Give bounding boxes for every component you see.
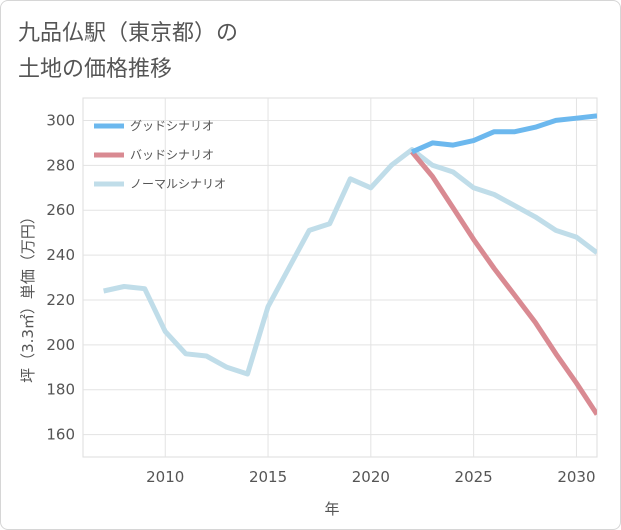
title-line-1: 九品仏駅（東京都）の (18, 21, 239, 46)
x-axis-label: 年 (324, 500, 339, 518)
legend-label: ノーマルシナリオ (130, 177, 226, 191)
title-line-2: 土地の価格推移 (18, 57, 173, 82)
y-tick-label: 260 (46, 201, 75, 219)
y-tick-label: 160 (46, 426, 75, 444)
series-line-good (410, 113, 597, 155)
y-tick-label: 180 (46, 381, 75, 399)
series-lines (103, 113, 597, 416)
y-tick-label: 200 (46, 336, 75, 354)
grid (82, 97, 598, 458)
series-line-bad (410, 150, 597, 416)
legend-label: バッドシナリオ (130, 148, 214, 162)
y-tick-label: 220 (46, 291, 75, 309)
y-tick-label: 240 (46, 246, 75, 264)
x-tick-label: 2030 (557, 468, 595, 486)
x-tick-label: 2020 (352, 468, 390, 486)
x-tick-label: 2015 (249, 468, 287, 486)
y-tick-label: 280 (46, 156, 75, 174)
x-axis-ticks: 2010 2015 2020 2025 2030 (146, 468, 595, 486)
chart-title: 九品仏駅（東京都）の 土地の価格推移 (18, 16, 238, 88)
series-line-normal (103, 147, 597, 377)
y-axis-label: 坪（3.3㎡）単価（万円） (19, 209, 37, 383)
y-tick-label: 300 (46, 111, 75, 129)
y-axis-ticks: 160 180 200 220 240 260 280 300 (46, 111, 75, 443)
legend-label: グッドシナリオ (130, 119, 214, 133)
x-tick-label: 2025 (455, 468, 493, 486)
plot-frame (82, 97, 598, 458)
x-tick-label: 2010 (146, 468, 184, 486)
